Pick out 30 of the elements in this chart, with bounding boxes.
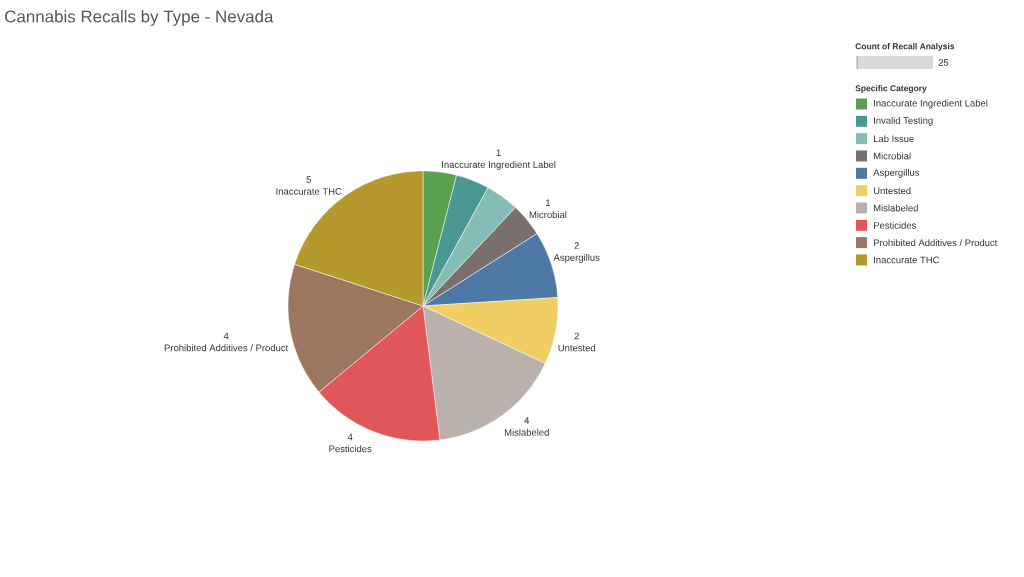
data-label: 5 <box>306 176 311 183</box>
slice-label: Microbial <box>529 211 567 219</box>
legend-label: Mislabeled <box>873 204 918 212</box>
data-label: 4 <box>223 332 229 340</box>
data-label: 2 <box>574 242 579 249</box>
slice-label: Aspergillus <box>553 253 600 263</box>
slice-label: Inaccurate THC <box>276 188 342 195</box>
legend-label: Pesticides <box>873 221 916 229</box>
legend-label: Aspergillus <box>873 168 920 178</box>
chart-title: Cannabis Recalls by Type - Nevada <box>5 10 274 26</box>
legend-label: Untested <box>873 187 911 195</box>
data-label: 4 <box>524 417 530 424</box>
slice-label: Inaccurate Ingredient Label <box>442 161 556 170</box>
legend-label: Prohibited Additives / Product <box>873 239 998 247</box>
legend-label: Microbial <box>873 152 911 160</box>
legend-label: Inaccurate Ingredient Label <box>874 99 988 109</box>
legend-label: Lab Issue <box>873 135 914 143</box>
slice-label: Prohibited Additives / Product <box>164 344 289 352</box>
text: 25 <box>938 59 949 66</box>
text: Count of Recall Analysis <box>855 43 955 51</box>
legend-label: Invalid Testing <box>874 116 933 126</box>
data-label: 1 <box>546 199 551 207</box>
slice-label: Pesticides <box>329 445 372 453</box>
data-label: 1 <box>496 149 501 156</box>
slice-label: Mislabeled <box>504 428 549 436</box>
slice-label: Untested <box>558 344 596 352</box>
data-label: 4 <box>347 433 353 441</box>
data-label: 2 <box>574 332 579 340</box>
legend-label: Inaccurate THC <box>874 256 940 264</box>
legend-title: Specific Category <box>855 85 927 93</box>
